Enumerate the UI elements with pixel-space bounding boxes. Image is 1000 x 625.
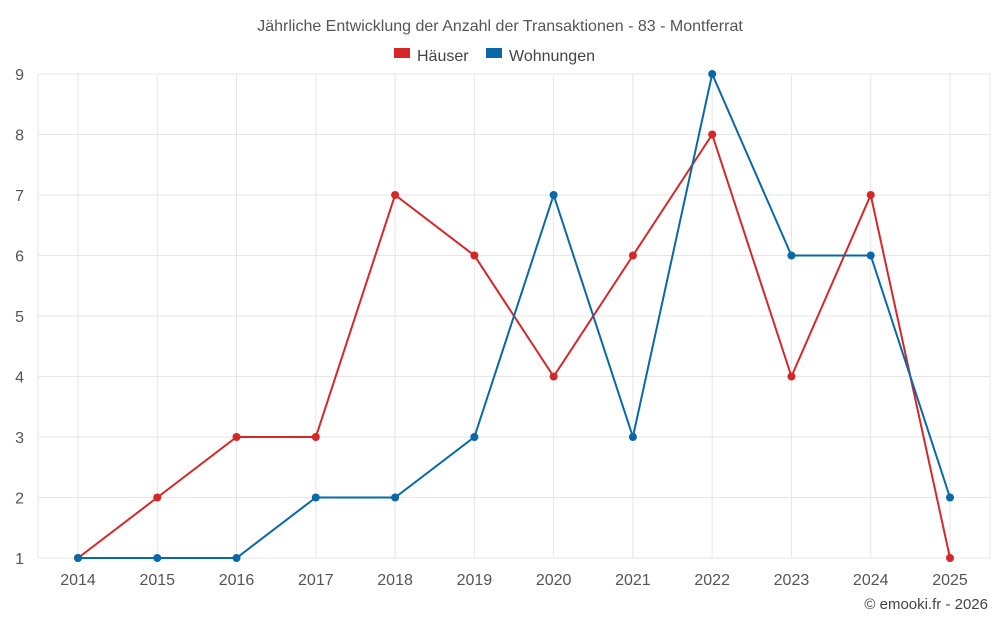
point-wohnungen-2016[interactable] bbox=[232, 554, 241, 562]
x-tick-label-2017: 2017 bbox=[298, 572, 334, 589]
point-haeuser-2025[interactable] bbox=[946, 554, 954, 562]
x-tick-label-2022: 2022 bbox=[694, 572, 730, 589]
x-tick-label-2015: 2015 bbox=[139, 572, 175, 589]
legend-swatch-wohnungen bbox=[486, 48, 502, 58]
point-haeuser-2022[interactable] bbox=[708, 130, 717, 139]
series bbox=[74, 70, 954, 562]
x-tick-label-2023: 2023 bbox=[774, 572, 810, 589]
x-tick-label-2016: 2016 bbox=[219, 572, 255, 589]
x-tick-label-2014: 2014 bbox=[60, 572, 96, 589]
point-wohnungen-2018[interactable] bbox=[391, 493, 400, 502]
legend-label-haeuser: Häuser bbox=[417, 48, 469, 65]
x-tick-label-2019: 2019 bbox=[457, 572, 493, 589]
y-tick-label-1: 1 bbox=[15, 551, 24, 568]
point-haeuser-2019[interactable] bbox=[470, 251, 479, 260]
point-haeuser-2020[interactable] bbox=[549, 372, 558, 381]
point-haeuser-2016[interactable] bbox=[232, 433, 241, 441]
point-wohnungen-2024[interactable] bbox=[866, 251, 875, 260]
credit-text: © emooki.fr - 2026 bbox=[864, 596, 988, 613]
legend: Häuser Wohnungen bbox=[394, 48, 595, 65]
point-haeuser-2021[interactable] bbox=[628, 251, 637, 260]
y-tick-label-9: 9 bbox=[15, 67, 24, 84]
point-wohnungen-2023[interactable] bbox=[787, 251, 796, 260]
series-line-haeuser bbox=[77, 132, 951, 559]
x-tick-label-2021: 2021 bbox=[615, 572, 651, 589]
chart-title: Jährliche Entwicklung der Anzahl der Tra… bbox=[257, 18, 743, 35]
point-wohnungen-2020[interactable] bbox=[549, 191, 558, 199]
point-haeuser-2024[interactable] bbox=[866, 191, 875, 199]
point-haeuser-2017[interactable] bbox=[311, 433, 320, 441]
legend-swatch-haeuser bbox=[394, 48, 410, 58]
y-tick-label-7: 7 bbox=[15, 188, 24, 205]
point-wohnungen-2014[interactable] bbox=[74, 554, 82, 562]
legend-item-wohnungen[interactable]: Wohnungen bbox=[486, 48, 595, 65]
x-tick-label-2025: 2025 bbox=[932, 572, 968, 589]
point-haeuser-2015[interactable] bbox=[153, 493, 162, 502]
x-tick-label-2018: 2018 bbox=[377, 572, 413, 589]
y-tick-label-5: 5 bbox=[15, 309, 24, 326]
y-tick-label-8: 8 bbox=[15, 128, 24, 145]
point-wohnungen-2025[interactable] bbox=[946, 493, 954, 502]
legend-label-wohnungen: Wohnungen bbox=[509, 48, 595, 65]
point-haeuser-2018[interactable] bbox=[391, 191, 400, 199]
axes: 1 2 3 4 5 6 7 8 9 2014 2015 2016 2017 2018 2019 2020 202… bbox=[15, 67, 968, 589]
y-tick-label-2: 2 bbox=[15, 491, 24, 508]
x-tick-label-2020: 2020 bbox=[536, 572, 572, 589]
point-wohnungen-2017[interactable] bbox=[311, 493, 320, 502]
series-line-wohnungen bbox=[78, 70, 951, 559]
point-haeuser-2023[interactable] bbox=[787, 372, 796, 381]
point-wohnungen-2022[interactable] bbox=[708, 70, 717, 78]
grid bbox=[37, 73, 991, 559]
y-tick-label-4: 4 bbox=[15, 370, 24, 387]
x-tick-label-2024: 2024 bbox=[853, 572, 889, 589]
legend-item-haeuser[interactable]: Häuser bbox=[394, 48, 469, 65]
y-tick-label-6: 6 bbox=[15, 249, 24, 266]
point-wohnungen-2015[interactable] bbox=[153, 554, 162, 562]
y-tick-label-3: 3 bbox=[15, 430, 24, 447]
point-wohnungen-2021[interactable] bbox=[628, 433, 637, 441]
point-wohnungen-2019[interactable] bbox=[470, 433, 479, 441]
